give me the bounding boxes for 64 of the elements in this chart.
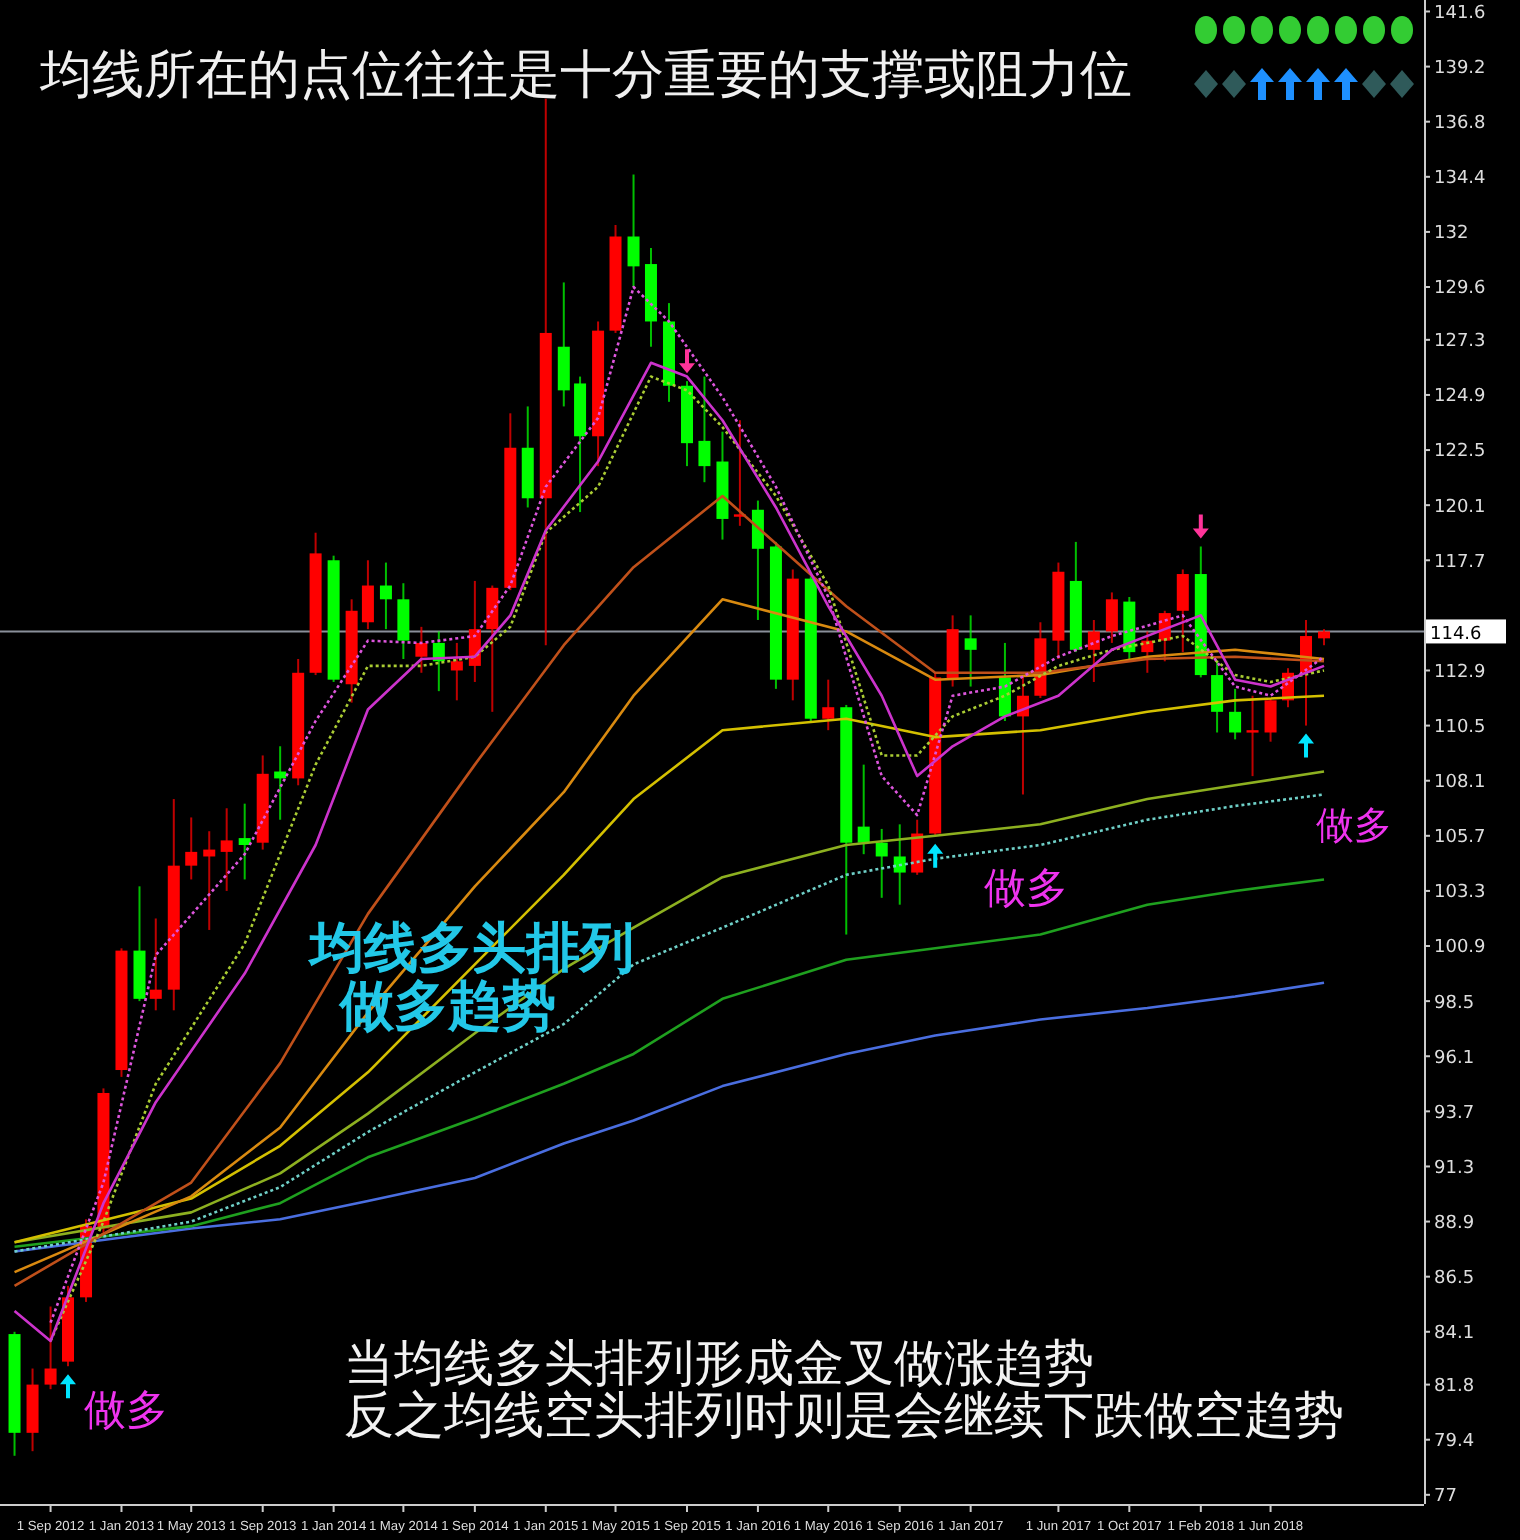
candlestick xyxy=(964,614,977,688)
y-tick-label: 96.1 xyxy=(1434,1048,1475,1069)
candlestick xyxy=(1229,687,1242,741)
candlestick xyxy=(751,499,764,621)
y-tick-label: 88.9 xyxy=(1434,1213,1475,1234)
candlestick xyxy=(857,763,870,856)
candlestick xyxy=(1246,694,1259,778)
annotation: 做多 xyxy=(1316,804,1392,848)
y-tick-label: 79.4 xyxy=(1434,1432,1475,1453)
y-tick-label: 100.9 xyxy=(1434,938,1487,959)
y-tick-label: 77 xyxy=(1434,1487,1457,1508)
candlestick xyxy=(1264,697,1277,743)
line-series xyxy=(13,981,1326,1253)
y-tick-label: 98.5 xyxy=(1434,993,1475,1014)
candlestick xyxy=(698,375,711,484)
annotation: 反之均线空头排列时则是会继续下跌做空趋势 xyxy=(344,1386,1344,1444)
candlestick xyxy=(220,807,233,892)
candlestick xyxy=(415,625,428,674)
candlestick xyxy=(44,1305,57,1391)
candlestick xyxy=(893,823,906,906)
y-tick-label: 120.1 xyxy=(1434,497,1486,518)
ref-line-label: 114.6 xyxy=(1430,625,1483,646)
candlestick xyxy=(185,816,198,881)
y-tick-label: 136.8 xyxy=(1434,114,1487,135)
y-tick-label: 127.3 xyxy=(1434,332,1486,353)
annotation: 当均线多头排列形成金叉做涨趋势 xyxy=(344,1334,1094,1392)
candlestick xyxy=(911,818,924,876)
candlestick xyxy=(822,678,835,732)
y-tick-label: 103.3 xyxy=(1434,883,1486,904)
y-tick-label: 81.8 xyxy=(1434,1377,1475,1397)
y-tick-label: 112.9 xyxy=(1434,662,1487,683)
candlestick xyxy=(149,917,162,1012)
y-tick-label: 134.4 xyxy=(1434,169,1487,190)
candlestick xyxy=(1211,660,1224,734)
candlestick xyxy=(557,281,570,408)
y-tick-label: 105.7 xyxy=(1434,828,1486,849)
candlestick xyxy=(361,559,374,631)
y-tick-label: 91.3 xyxy=(1434,1158,1475,1179)
candlestick xyxy=(379,561,392,631)
candlestick xyxy=(875,827,888,899)
y-tick-label: 93.7 xyxy=(1434,1103,1475,1124)
candlestick xyxy=(1105,591,1118,644)
candlestick xyxy=(486,584,499,713)
candlestick xyxy=(627,173,640,289)
candlestick xyxy=(733,419,746,527)
y-tick-label: 124.9 xyxy=(1434,387,1487,408)
y-tick-label: 141.6 xyxy=(1434,3,1487,24)
y-tick-label: 110.5 xyxy=(1434,717,1486,738)
y-tick-label: 117.7 xyxy=(1434,552,1486,573)
y-tick-label: 122.5 xyxy=(1434,442,1486,463)
y-tick-label: 129.6 xyxy=(1434,279,1487,300)
text: 均线所在的点位往往是十分重要的支撑或阻力位 xyxy=(38,46,1132,106)
annotation: 做多 xyxy=(984,864,1068,912)
candlestick xyxy=(1087,618,1100,683)
candlestick xyxy=(450,641,463,702)
annotation: 做多 xyxy=(84,1386,168,1434)
candlestick xyxy=(1176,568,1189,654)
y-tick-label: 108.1 xyxy=(1434,773,1486,794)
y-tick-label: 139.2 xyxy=(1434,58,1486,79)
y-tick-label: 132 xyxy=(1434,224,1469,245)
y-tick-label: 84.1 xyxy=(1434,1324,1475,1345)
y-tick-label: 86.5 xyxy=(1434,1269,1475,1290)
candlestick xyxy=(238,802,251,881)
candlestick xyxy=(397,582,410,660)
